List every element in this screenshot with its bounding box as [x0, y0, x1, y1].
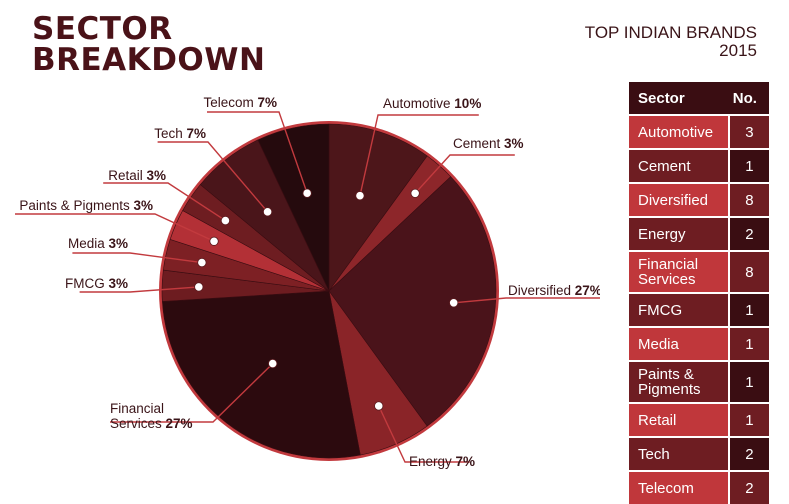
- label-retail: Retail 3%: [108, 168, 166, 183]
- cell-count: 2: [727, 216, 769, 251]
- cell-count: 1: [727, 292, 769, 327]
- page-subtitle: TOP INDIAN BRANDS 2015: [585, 24, 757, 60]
- label-diversified: Diversified 27%: [508, 283, 600, 298]
- label-automotive: Automotive 10%: [383, 96, 481, 111]
- cell-count: 1: [727, 360, 769, 403]
- cell-sector: Media: [629, 326, 729, 361]
- pie-slice-telecom: [257, 123, 330, 292]
- cell-sector: Retail: [629, 402, 729, 437]
- table-row-fmcg: FMCG 1: [629, 292, 769, 327]
- table-row-automotive: Automotive 3: [629, 114, 769, 149]
- cell-sector: FMCG: [629, 292, 729, 327]
- leader-line-cement: [414, 154, 515, 194]
- table-row-media: Media 1: [629, 326, 769, 361]
- cell-count: 2: [727, 436, 769, 471]
- pie-slice-diversified: [328, 176, 497, 427]
- subtitle-line-2: 2015: [719, 41, 757, 60]
- table-row-tech: Tech 2: [629, 436, 769, 471]
- leader-line-retail: [103, 182, 226, 222]
- cell-sector: Automotive: [629, 114, 729, 149]
- leader-line-energy: [378, 405, 470, 463]
- table-row-retail: Retail 1: [629, 402, 769, 437]
- title-line-1: SECTOR: [32, 11, 173, 47]
- label-tech: Tech 7%: [154, 126, 206, 141]
- table-row-financial-services: Financial Services 8: [629, 250, 769, 293]
- leader-line-diversified: [453, 297, 600, 304]
- page-title: SECTOR BREAKDOWN: [32, 14, 265, 76]
- cell-sector: Cement: [629, 148, 729, 183]
- leader-line-fmcg: [79, 286, 199, 293]
- label-cement: Cement 3%: [453, 136, 524, 151]
- table-row-telecom: Telecom 2: [629, 470, 769, 504]
- leader-line-financial-services: [110, 363, 274, 423]
- label-dot-financial-services: [268, 358, 278, 369]
- label-dot-cement: [410, 188, 420, 198]
- cell-sector: Paints & Pigments: [629, 360, 729, 403]
- cell-count: 1: [727, 402, 769, 437]
- header-count: No.: [728, 82, 769, 115]
- cell-count: 1: [727, 148, 769, 183]
- cell-sector: Tech: [629, 436, 729, 471]
- label-financial-services: Financial Services 27%: [110, 401, 193, 431]
- title-line-2: BREAKDOWN: [32, 42, 266, 78]
- subtitle-line-1: TOP INDIAN BRANDS: [584, 23, 757, 42]
- cell-sector: Diversified: [629, 182, 729, 217]
- table-row-diversified: Diversified 8: [629, 182, 769, 217]
- sector-table: Sector No. Automotive 3 Cement 1 Diversified…: [629, 82, 769, 504]
- header-sector: Sector: [629, 82, 729, 115]
- leader-line-media: [72, 252, 202, 264]
- table-row-cement: Cement 1: [629, 148, 769, 183]
- table-header-row: Sector No.: [629, 82, 769, 115]
- label-dot-media: [197, 257, 207, 268]
- pie-chart: Automotive 10% Cement 3% Diversified 27% En…: [15, 95, 600, 469]
- label-dot-telecom: [302, 188, 312, 198]
- table-row-energy: Energy 2: [629, 216, 769, 251]
- pie-slice-automotive: [328, 123, 428, 292]
- cell-count: 1: [727, 326, 769, 361]
- leader-line-paints-and-pigments: [15, 213, 215, 242]
- cell-sector: Energy: [629, 216, 729, 251]
- label-fmcg: FMCG 3%: [65, 276, 128, 291]
- cell-count: 8: [727, 182, 769, 217]
- cell-count: 2: [727, 470, 769, 504]
- label-dot-fmcg: [194, 282, 204, 292]
- label-telecom: Telecom 7%: [203, 95, 277, 110]
- table-row-paints-and-pigments: Paints & Pigments 1: [629, 360, 769, 403]
- leader-line-telecom: [207, 111, 308, 194]
- cell-sector: Telecom: [629, 470, 729, 504]
- label-dot-retail: [220, 215, 231, 226]
- label-dot-energy: [374, 401, 384, 411]
- leader-line-tech: [157, 141, 269, 213]
- label-dot-paints-and-pigments: [209, 236, 219, 246]
- label-dot-automotive: [355, 191, 365, 201]
- label-paints-and-pigments: Paints & Pigments 3%: [19, 198, 153, 213]
- leader-line-automotive: [359, 114, 479, 196]
- cell-sector: Financial Services: [629, 250, 729, 293]
- label-media: Media 3%: [68, 236, 128, 251]
- label-dot-diversified: [449, 298, 459, 308]
- cell-count: 8: [727, 250, 769, 293]
- cell-count: 3: [727, 114, 769, 149]
- label-energy: Energy 7%: [409, 454, 475, 469]
- label-dot-tech: [262, 207, 273, 217]
